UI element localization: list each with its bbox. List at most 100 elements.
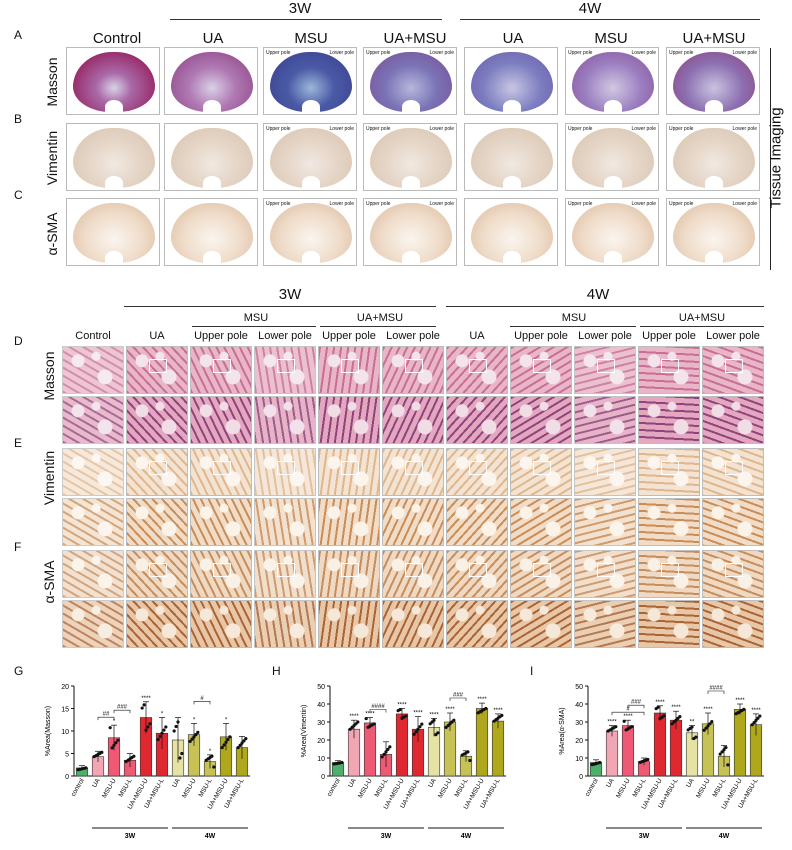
data-point	[192, 735, 196, 739]
bracket-label: #	[626, 707, 630, 713]
micrograph-tile	[446, 396, 508, 444]
micrograph-tile	[702, 346, 764, 394]
data-point	[750, 723, 754, 727]
data-point	[702, 728, 706, 732]
data-point	[432, 718, 436, 722]
category-label: MSU-L	[198, 777, 214, 798]
data-point	[614, 725, 618, 729]
hilum-notch	[705, 176, 723, 190]
upper-pole-label: Upper pole	[266, 126, 291, 132]
data-point	[194, 733, 198, 737]
zoom-inset-box	[661, 563, 679, 577]
micrograph-tile	[62, 600, 124, 648]
data-point	[398, 707, 402, 712]
significance-label: *	[225, 717, 228, 723]
zoom-inset-box	[725, 359, 743, 373]
zoom-inset-box	[341, 461, 359, 475]
kidney-tile: Upper pole Lower pole	[263, 198, 357, 266]
panel-label-a: A	[14, 28, 23, 42]
kidney-tile: Upper pole Lower pole	[363, 123, 457, 191]
significance-label: *	[193, 717, 196, 723]
micrograph-tile	[510, 550, 572, 598]
significance-label: *	[161, 712, 164, 718]
lower-pole-label: Lower pole	[429, 50, 454, 56]
micrograph-tile	[254, 346, 316, 394]
data-point	[598, 760, 602, 765]
category-label: UA	[347, 777, 358, 789]
micrograph-tile	[638, 498, 700, 546]
micrograph-tile	[254, 600, 316, 648]
data-point	[704, 726, 708, 730]
panel-label-i: I	[530, 664, 534, 678]
data-point	[142, 703, 146, 707]
bar	[621, 725, 635, 777]
zoom-inset-box	[213, 461, 231, 475]
category-label: control	[70, 777, 86, 798]
micrograph-tile	[318, 396, 380, 444]
row-label-asma-top: α-SMA	[44, 212, 60, 256]
y-tick-label: 40	[575, 702, 583, 709]
group-label-3w: 3W	[381, 833, 392, 840]
y-tick-label: 0	[65, 774, 69, 781]
lower-pole-label: Lower pole	[732, 201, 757, 207]
y-tick-label: 10	[61, 729, 69, 736]
data-point	[708, 722, 712, 726]
col-header-uamsu-4w: UA+MSU	[682, 30, 746, 47]
data-point	[724, 745, 728, 750]
micro-col-header: Lower pole	[706, 330, 760, 342]
micro-col-header: Lower pole	[578, 330, 632, 342]
y-tick-label: 30	[575, 720, 583, 727]
upper-pole-label: Upper pole	[366, 201, 391, 207]
micrograph-tile	[638, 448, 700, 496]
comparison-bracket	[449, 697, 467, 701]
hilum-notch	[402, 100, 420, 114]
significance-label: ****	[349, 714, 359, 720]
micrograph-tile	[702, 600, 764, 648]
bracket-label: ###	[117, 705, 128, 711]
data-point	[416, 727, 420, 731]
data-point	[244, 737, 248, 741]
data-point	[100, 750, 104, 754]
micrograph-tile	[510, 600, 572, 648]
hilum-notch	[302, 251, 320, 265]
data-point	[452, 718, 456, 722]
hilum-notch	[604, 176, 622, 190]
data-point	[146, 725, 150, 729]
y-tick-label: 0	[321, 774, 325, 781]
zoom-inset-box	[405, 461, 423, 475]
col-header-msu-3w: MSU	[294, 30, 328, 47]
significance-label: ****	[493, 708, 503, 714]
data-point	[722, 748, 726, 752]
hilum-notch	[503, 251, 521, 265]
group-header-3w-top: 3W	[288, 0, 312, 17]
data-point	[116, 738, 120, 742]
data-point	[112, 743, 116, 747]
zoom-inset-box	[149, 461, 167, 475]
significance-label: ****	[477, 697, 487, 703]
micrograph-tile	[190, 550, 252, 598]
data-point	[114, 741, 118, 745]
data-point	[372, 722, 376, 726]
data-point	[752, 720, 756, 725]
category-label: MSU-L	[118, 777, 134, 798]
significance-label: ****	[607, 720, 617, 726]
data-point	[690, 725, 694, 729]
micrograph-tile	[382, 498, 444, 546]
data-point	[466, 750, 470, 754]
kidney-tile	[66, 123, 160, 191]
micrograph-tile	[702, 396, 764, 444]
significance-label: ****	[655, 700, 665, 706]
panel-label-g: G	[14, 664, 24, 678]
micrograph-tile	[574, 448, 636, 496]
hilum-notch	[105, 251, 123, 265]
lower-pole-label: Lower pole	[631, 126, 656, 132]
micrograph-tile	[126, 550, 188, 598]
data-point	[380, 755, 384, 759]
data-point	[110, 746, 114, 750]
subheader-uamsu-3w: UA+MSU	[356, 312, 404, 324]
zoom-inset-box	[341, 563, 359, 577]
lower-pole-label: Lower pole	[429, 126, 454, 132]
group-line-3w-top	[170, 19, 442, 20]
data-point	[238, 743, 242, 747]
upper-pole-label: Upper pole	[366, 126, 391, 132]
